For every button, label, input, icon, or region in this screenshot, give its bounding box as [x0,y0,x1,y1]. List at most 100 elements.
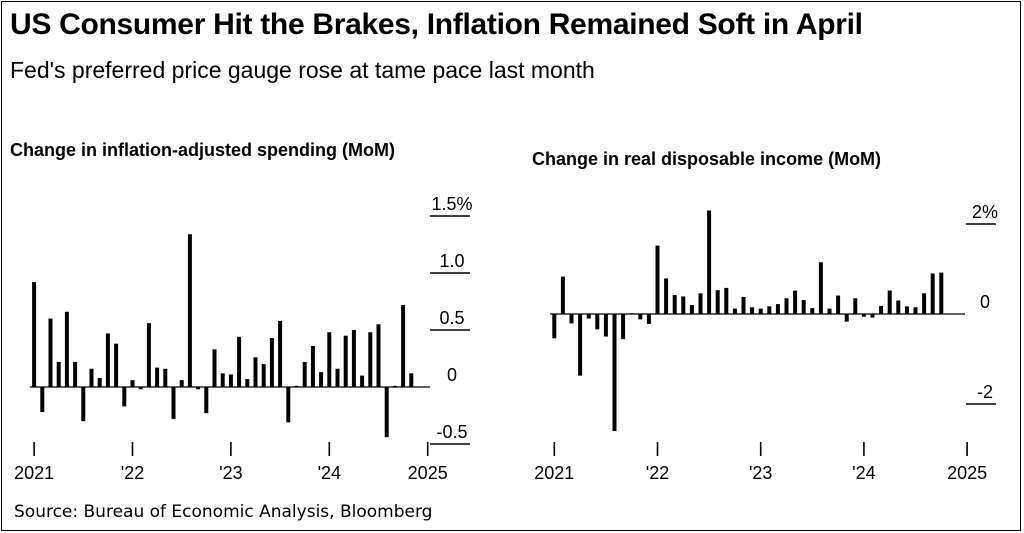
bar [655,245,660,314]
bar [750,307,755,314]
bar [228,374,233,387]
y-tick-label: -2 [977,382,993,402]
bar [302,361,307,387]
bar [586,314,591,319]
bar [904,306,909,314]
bar [351,330,356,387]
bar [818,262,823,314]
bar [939,272,944,314]
bar [220,373,225,387]
bar [196,387,201,390]
bar [741,296,746,314]
bar [578,314,583,376]
bar [122,387,127,407]
bar [715,290,720,314]
bar [707,210,712,314]
x-tick-label: 2021 [14,463,54,483]
bar [595,314,600,330]
bar [56,361,61,387]
x-tick-label: '24 [318,463,341,483]
bar [278,320,283,387]
bar [844,314,849,322]
y-tick-label: -0.5 [436,422,467,442]
x-tick-label: 2025 [408,463,448,483]
figure-title: US Consumer Hit the Brakes, Inflation Re… [10,8,863,41]
x-tick-label: 2025 [947,463,987,483]
bar [724,287,729,314]
bar [376,324,381,387]
bar [97,377,102,387]
left-chart-title: Change in inflation-adjusted spending (M… [10,140,395,160]
x-tick-label: '23 [219,463,242,483]
bar [853,298,858,314]
bar [368,332,373,387]
bar [269,337,274,387]
bar [155,367,160,387]
bar [237,336,242,387]
bar [253,357,258,387]
bar [64,311,69,387]
bar [930,273,935,314]
bar [81,387,86,422]
bar [319,372,324,387]
bar [360,375,365,387]
bar [698,293,703,314]
bar [775,304,780,314]
bar [621,314,626,340]
bar [801,300,806,314]
bar [612,314,617,431]
bar [204,387,209,414]
bar [245,379,250,387]
bar [758,308,763,314]
y-tick-label: 1.0 [439,251,464,271]
y-tick-label: 1.5% [431,194,472,214]
bar [114,343,119,387]
bar [836,295,841,314]
bar [646,314,651,324]
x-tick-label: '22 [121,463,144,483]
bar [732,308,737,314]
bar [922,293,927,314]
bar [879,305,884,314]
source-note: Source: Bureau of Economic Analysis, Blo… [14,502,433,522]
bar [212,349,217,387]
bar [767,306,772,314]
bar [560,276,565,314]
bar [689,305,694,314]
bar [310,345,315,387]
figure-subtitle: Fed's preferred price gauge rose at tame… [10,57,595,83]
bar [664,278,669,314]
bar [335,368,340,387]
y-tick-label: 2% [972,202,998,222]
bar [827,308,832,314]
bar [187,234,192,387]
bar [32,282,37,387]
bar [130,380,135,387]
y-tick-label: 0.5 [439,308,464,328]
bar [73,361,78,387]
bar [784,298,789,314]
bar [48,318,53,387]
bar [89,368,94,387]
right-chart-title: Change in real disposable income (MoM) [532,149,882,169]
bar [793,290,798,314]
bar [672,295,677,314]
bar [870,314,875,318]
bar [401,304,406,387]
bar [861,314,866,317]
x-tick-label: '24 [852,463,875,483]
bar [810,308,815,314]
bar [384,387,389,438]
bar [40,387,45,413]
bar [146,323,151,387]
bar [138,387,143,390]
bar [552,314,557,339]
bar [887,290,892,314]
bar [913,307,918,314]
bar [569,314,574,324]
x-tick-label: '23 [749,463,772,483]
bar [171,387,176,419]
